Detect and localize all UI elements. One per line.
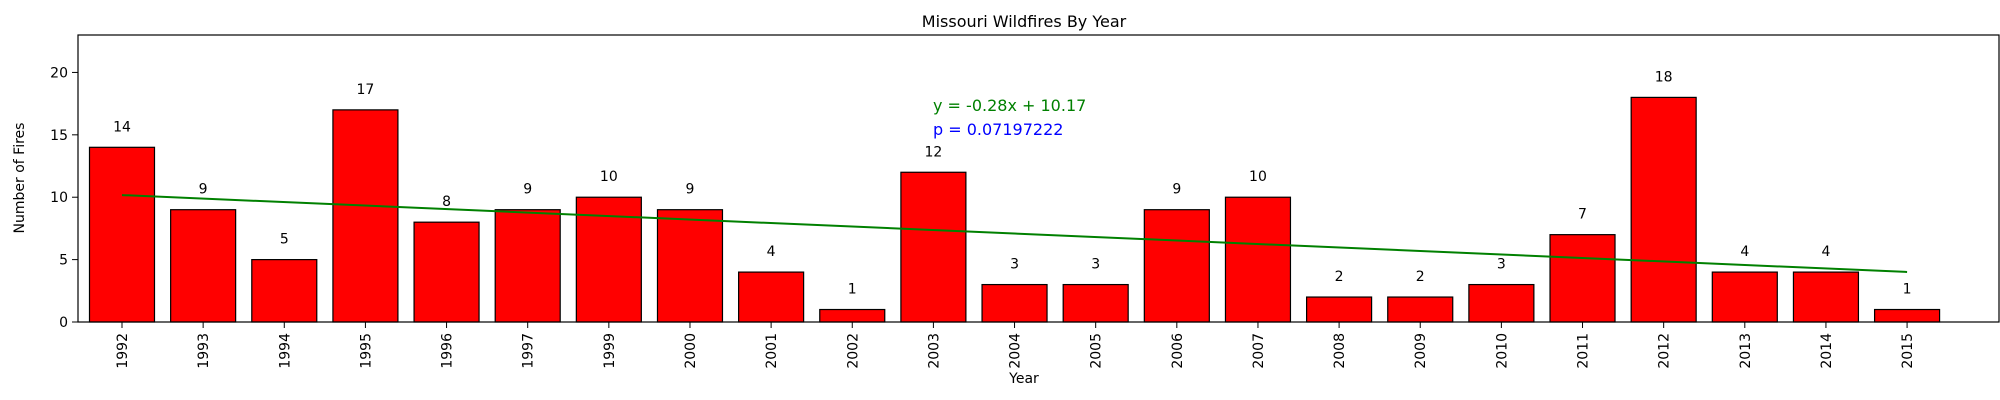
bar-value-label: 2 (1335, 269, 1344, 285)
bar-2011 (1549, 234, 1616, 323)
bar-value-label: 8 (442, 194, 451, 210)
bar-value-label: 4 (1740, 244, 1749, 260)
bar-2003 (900, 171, 967, 323)
bar-2004 (981, 283, 1048, 323)
chart-title: Missouri Wildfires By Year (922, 12, 1127, 31)
bar-1993 (170, 209, 237, 323)
bar-2015 (1873, 308, 1941, 323)
bar-value-label: 4 (767, 244, 776, 260)
x-tick-label: 2001 (764, 333, 780, 369)
trendline-equation: y = -0.28x + 10.17 (933, 96, 1086, 115)
bar-2010 (1468, 283, 1535, 323)
bar-1994 (251, 259, 318, 323)
bar-2002 (819, 308, 886, 323)
bar-value-label: 3 (1497, 257, 1506, 273)
bar-value-label: 7 (1578, 207, 1587, 223)
bar-2005 (1062, 283, 1129, 323)
x-tick-label: 2000 (683, 333, 699, 369)
x-tick-label: 2006 (1170, 333, 1186, 369)
y-axis-label: Number of Fires (12, 123, 28, 234)
x-tick-label: 1999 (602, 333, 618, 369)
y-tick-label: 5 (59, 253, 68, 269)
bar-1992 (88, 146, 156, 323)
x-tick-label: 2008 (1332, 333, 1348, 369)
bar-2014 (1792, 271, 1860, 323)
bar-value-label: 14 (113, 119, 131, 135)
bar-value-label: 9 (686, 182, 695, 198)
bar-value-label: 2 (1416, 269, 1425, 285)
x-tick-label: 2007 (1251, 333, 1267, 369)
y-tick-label: 10 (50, 190, 68, 206)
bar-1995 (332, 109, 399, 323)
bar-1996 (413, 221, 480, 323)
x-tick-label: 2009 (1413, 333, 1429, 369)
x-tick-label: 1992 (115, 333, 131, 369)
bar-value-label: 1 (1903, 282, 1912, 298)
x-tick-label: 2011 (1576, 333, 1592, 369)
bar-value-label: 4 (1821, 244, 1830, 260)
bar-value-label: 9 (1172, 182, 1181, 198)
bar-2009 (1387, 296, 1454, 323)
bar-1999 (575, 196, 642, 323)
bar-value-label: 3 (1091, 257, 1100, 273)
x-tick-label: 2014 (1819, 333, 1835, 369)
x-tick-label: 2004 (1008, 333, 1024, 369)
x-tick-label: 2005 (1089, 333, 1105, 369)
x-tick-label: 1997 (521, 333, 537, 369)
plot-frame (77, 34, 2000, 323)
x-tick-label: 2012 (1657, 333, 1673, 369)
bar-2001 (738, 271, 805, 323)
bar-value-label: 1 (848, 282, 857, 298)
bar-2012 (1630, 96, 1697, 323)
x-tick-label: 2015 (1900, 333, 1916, 369)
bar-value-label: 10 (600, 169, 618, 185)
y-tick-label: 0 (59, 315, 68, 331)
y-tick-label: 15 (50, 128, 68, 144)
x-tick-label: 2010 (1494, 333, 1510, 369)
bar-2008 (1305, 296, 1373, 323)
x-tick-label: 1994 (277, 333, 293, 369)
bar-value-label: 5 (280, 232, 289, 248)
bar-value-label: 18 (1655, 69, 1673, 85)
bar-value-label: 10 (1249, 169, 1267, 185)
x-tick-label: 2013 (1738, 333, 1754, 369)
x-tick-label: 1993 (196, 333, 212, 369)
bar-value-label: 12 (924, 144, 942, 160)
bar-2006 (1143, 209, 1210, 323)
x-tick-label: 2002 (845, 333, 861, 369)
bar-value-label: 9 (199, 182, 208, 198)
x-tick-label: 1996 (440, 333, 456, 369)
bar-2000 (656, 209, 724, 323)
x-tick-label: 1995 (358, 333, 374, 369)
trendline-p-value: p = 0.07197222 (933, 120, 1063, 139)
bar-2013 (1711, 271, 1778, 323)
trendline (121, 194, 1908, 273)
bar-value-label: 3 (1010, 257, 1019, 273)
plot-area: 0510152014199291993519941719958199691997… (50, 65, 1941, 369)
x-tick-label: 2003 (926, 333, 942, 369)
bar-1997 (494, 209, 561, 323)
x-axis-label: Year (1008, 371, 1039, 387)
bar-2007 (1224, 196, 1292, 323)
bar-value-label: 9 (523, 182, 532, 198)
bar-value-label: 17 (357, 82, 375, 98)
y-tick-label: 20 (50, 65, 68, 81)
